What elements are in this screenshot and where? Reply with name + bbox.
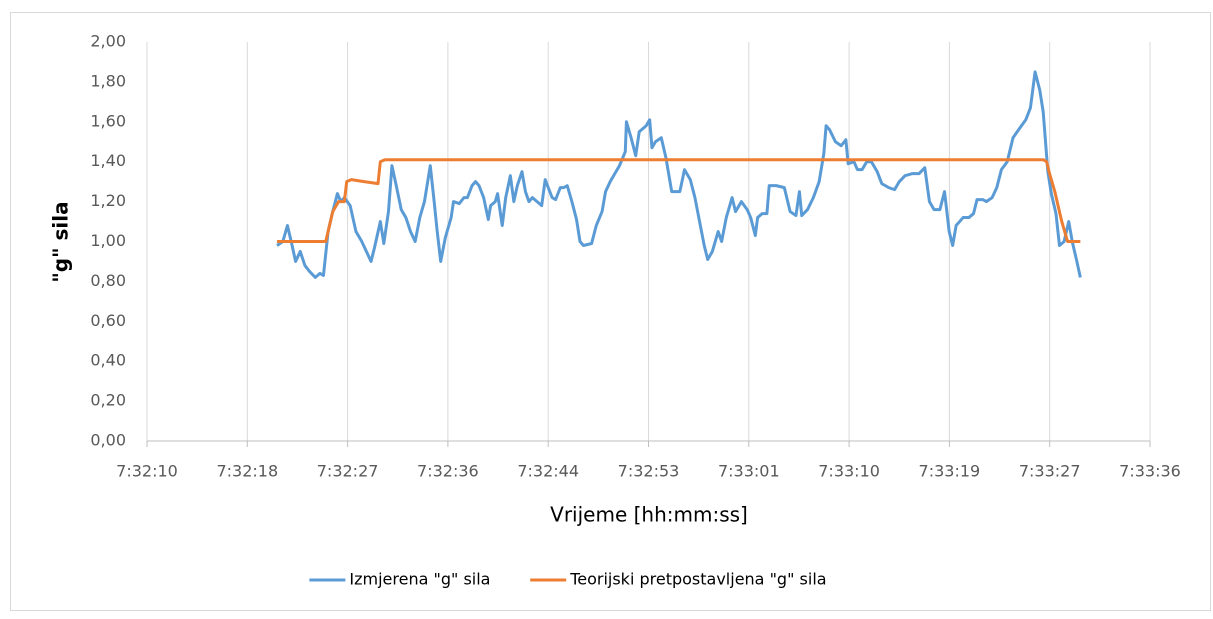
- x-tick-label: 7:32:44: [517, 462, 579, 481]
- legend-label: Teorijski pretpostavljena "g" sila: [569, 570, 826, 589]
- chart-border: [10, 12, 1211, 611]
- legend-label: Izmjerena "g" sila: [349, 570, 490, 589]
- x-tick-label: 7:33:27: [1019, 462, 1081, 481]
- y-tick-label: 0,40: [90, 351, 126, 370]
- data-line: [276, 70, 1082, 279]
- y-tick-label: 1,40: [90, 151, 126, 170]
- y-tick-label: 0,20: [90, 391, 126, 410]
- x-tick-label: 7:32:18: [216, 462, 278, 481]
- y-tick-label: 1,80: [90, 71, 126, 90]
- y-tick-label: 0,60: [90, 311, 126, 330]
- x-tick-label: 7:32:10: [116, 462, 178, 481]
- y-tick-label: 1,60: [90, 111, 126, 130]
- x-tick-label: 7:32:36: [417, 462, 479, 481]
- x-tick-label: 7:33:10: [818, 462, 880, 481]
- y-axis-title: "g" sila: [49, 201, 73, 282]
- x-tick-label: 7:32:53: [618, 462, 680, 481]
- y-tick-label: 2,00: [90, 32, 126, 51]
- x-tick-label: 7:33:01: [718, 462, 780, 481]
- y-tick-label: 1,00: [90, 231, 126, 250]
- x-axis-title: Vrijeme [hh:mm:ss]: [550, 503, 748, 527]
- x-tick-label: 7:33:36: [1119, 462, 1181, 481]
- y-tick-label: 0,80: [90, 271, 126, 290]
- y-tick-label: 0,00: [90, 431, 126, 450]
- x-tick-label: 7:32:27: [317, 462, 379, 481]
- data-line: [277, 158, 1081, 243]
- x-tick-label: 7:33:19: [919, 462, 981, 481]
- y-tick-label: 1,20: [90, 191, 126, 210]
